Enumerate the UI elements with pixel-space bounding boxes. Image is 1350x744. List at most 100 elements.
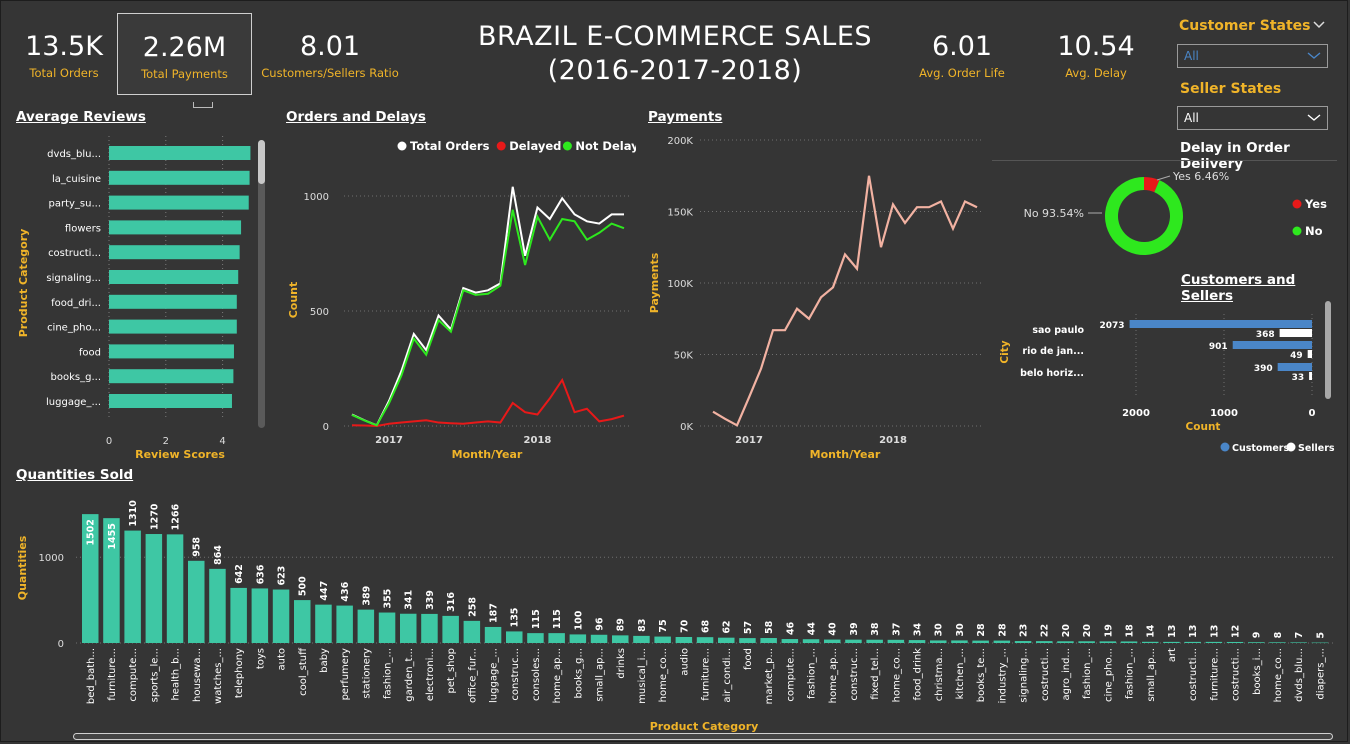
quantity-bar: [484, 626, 502, 643]
reviews-scrollbar-thumb[interactable]: [258, 140, 265, 184]
kpi-value: 8.01: [299, 31, 361, 62]
quantity-bar: [569, 634, 587, 643]
x-tick-label: 2017: [735, 435, 763, 446]
x-axis-title: Month/Year: [452, 448, 523, 461]
data-label: 355: [383, 589, 394, 609]
quantity-bar: [633, 635, 650, 643]
kpi-value: 13.5K: [25, 31, 103, 62]
quantity-bar: [612, 635, 629, 643]
drag-handle-icon[interactable]: [193, 102, 213, 108]
delay-delivery-donut[interactable]: Yes 6.46% No 93.54% Yes No: [992, 160, 1342, 260]
category-label: costructi...: [1231, 648, 1242, 701]
quantity-bar: [845, 639, 862, 643]
cs-scrollbar[interactable]: [1325, 301, 1331, 399]
legend-label: Delayed: [509, 139, 561, 153]
chevron-down-icon[interactable]: [1312, 19, 1326, 31]
customer-states-dropdown[interactable]: All: [1177, 44, 1328, 68]
data-label: 1270: [149, 503, 160, 530]
average-reviews-chart[interactable]: dvds_blu... la_cuisine party_su...flowers c…: [14, 128, 274, 463]
category-label: small_ap...: [1146, 648, 1157, 702]
data-label: 14: [1146, 624, 1157, 638]
category-label: flowers: [65, 223, 101, 234]
category-label: cine_pho...: [47, 323, 101, 334]
quantity-bar: [336, 605, 353, 643]
payments-chart[interactable]: 0K 50K 100K 150K 200K 2017 2018 Month/Year Payme…: [645, 128, 985, 463]
customers-bar: [1129, 320, 1312, 328]
sellers-bar: [1279, 329, 1312, 337]
horizontal-scrollbar[interactable]: [73, 733, 1333, 740]
quantity-bar: [1226, 641, 1244, 643]
quantities-sold-chart[interactable]: 010001502bed_bath...1455furniture...1310…: [14, 482, 1344, 734]
customers-sellers-chart[interactable]: sao paulo 2073 368 rio de jan... 901 49 belo h…: [992, 292, 1337, 462]
data-label: 13: [1188, 625, 1199, 638]
category-label: market_p...: [764, 648, 775, 704]
data-label: 2073: [1100, 321, 1125, 331]
kpi-avg-order-life[interactable]: 6.01 Avg. Order Life: [912, 32, 1012, 81]
leader-line: [1156, 175, 1171, 181]
y-tick-label: 200K: [667, 136, 693, 147]
seller-states-dropdown[interactable]: All: [1177, 106, 1328, 130]
x-tick-label: 1000: [1210, 408, 1238, 419]
category-label: perfumery: [340, 648, 351, 700]
series-line-payments: [712, 175, 978, 427]
review-bar: [109, 195, 249, 210]
kpi-total-orders[interactable]: 13.5K Total Orders: [14, 31, 114, 81]
customers-bar: [1277, 363, 1312, 371]
category-label: cool_stuff: [298, 647, 309, 696]
data-label: 5: [1315, 632, 1326, 639]
x-tick-label: 2000: [1122, 408, 1150, 419]
kpi-label: Avg. Order Life: [919, 66, 1005, 80]
data-label: 8: [1273, 631, 1284, 638]
category-label: compute...: [785, 648, 796, 702]
section-title-average-reviews: Average Reviews: [16, 109, 146, 125]
category-label: signaling...: [46, 273, 101, 284]
quantity-bar: [1057, 641, 1074, 643]
quantity-bar: [188, 560, 205, 643]
kpi-avg-delay[interactable]: 10.54 Avg. Delay: [1046, 32, 1146, 81]
category-label: luggage_...: [46, 397, 101, 408]
data-label: 623: [277, 566, 288, 586]
legend-label: Yes: [1304, 197, 1327, 211]
data-label: 68: [701, 620, 712, 634]
review-bar: [109, 294, 237, 309]
review-bar: [109, 270, 239, 284]
category-label: fashion_...: [383, 648, 394, 699]
data-label: 864: [213, 545, 224, 565]
series-line-not-delayed: [351, 209, 625, 427]
city-label: sao paulo: [1032, 325, 1084, 336]
page-title: BRAZIL E-COMMERCE SALES (2016-2017-2018): [455, 20, 895, 88]
data-label: 115: [552, 609, 563, 629]
kpi-customers-sellers-ratio[interactable]: 8.01 Customers/Sellers Ratio: [255, 31, 405, 81]
kpi-label: Avg. Delay: [1065, 66, 1127, 80]
category-label: home_ap...: [552, 648, 563, 703]
y-axis-title: City: [999, 340, 1011, 363]
quantity-bar: [548, 633, 565, 643]
quantity-bar: [696, 637, 714, 643]
category-label: agro_ind...: [1061, 648, 1072, 701]
category-label: pet_shop: [446, 648, 457, 693]
category-label: sports_le...: [149, 648, 160, 702]
category-label: electroni...: [425, 648, 436, 701]
category-label: watches_...: [213, 648, 224, 704]
quantity-bar: [1120, 641, 1138, 643]
data-label: 38: [870, 622, 881, 636]
reviews-scrollbar[interactable]: [258, 140, 265, 428]
y-tick-label: 0: [323, 422, 329, 433]
review-bar: [109, 146, 251, 160]
category-label: furniture...: [107, 648, 118, 701]
series-line-delayed: [351, 377, 625, 428]
kpi-total-payments[interactable]: 2.26M Total Payments: [117, 13, 252, 95]
quantity-bar: [1290, 642, 1307, 643]
data-label: 57: [743, 621, 754, 634]
quantity-bar: [315, 604, 332, 643]
category-label: christma...: [934, 648, 945, 701]
section-title-customers-sellers: Customers and Sellers: [1181, 272, 1296, 304]
legend-marker: [397, 141, 407, 151]
city-label: belo horiz...: [1020, 368, 1084, 379]
category-label: stationery: [361, 648, 372, 699]
category-label: home_co...: [1273, 648, 1284, 702]
category-label: art: [1167, 648, 1178, 662]
data-label: 37: [891, 623, 902, 636]
data-label: 19: [1103, 624, 1114, 637]
